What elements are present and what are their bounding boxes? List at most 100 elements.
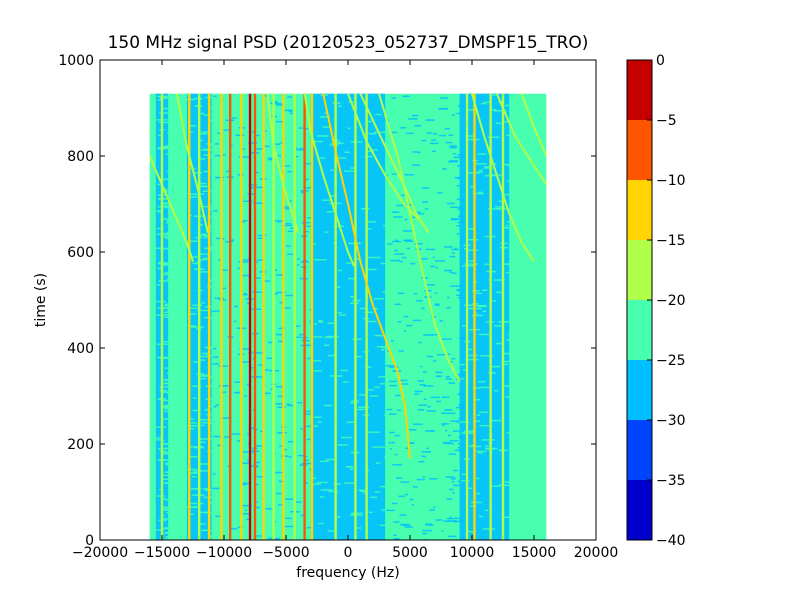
texture-streak — [382, 291, 394, 294]
texture-streak — [450, 478, 457, 480]
texture-streak — [162, 518, 175, 520]
texture-streak — [321, 199, 333, 201]
texture-streak — [233, 305, 238, 308]
texture-streak — [298, 333, 305, 336]
texture-streak — [208, 226, 217, 228]
texture-streak — [452, 430, 460, 432]
texture-streak — [194, 105, 201, 107]
texture-streak — [319, 460, 329, 463]
texture-streak — [461, 473, 467, 476]
texture-streak — [421, 451, 432, 453]
texture-streak — [481, 289, 488, 292]
texture-streak — [449, 412, 456, 415]
texture-streak — [246, 459, 250, 462]
texture-streak — [414, 390, 423, 393]
texture-streak — [501, 516, 512, 519]
texture-streak — [196, 309, 209, 312]
colorbar-segment — [627, 60, 652, 120]
texture-streak — [216, 237, 223, 240]
texture-streak — [473, 398, 480, 401]
texture-streak — [448, 535, 457, 538]
doppler-tracks — [149, 93, 547, 459]
texture-streak — [253, 535, 262, 537]
texture-streak — [430, 265, 436, 268]
texture-streak — [192, 304, 203, 307]
texture-streak — [491, 300, 496, 302]
texture-streak — [158, 280, 170, 282]
texture-streak — [404, 240, 414, 243]
texture-streak — [159, 389, 168, 392]
texture-streak — [161, 314, 169, 316]
texture-streak — [193, 361, 201, 363]
texture-streak — [483, 101, 491, 103]
x-axis-ticks: −20000 −15000 −10000 −5000 0 5000 10000 15000 20… — [72, 60, 618, 561]
texture-streak — [492, 163, 497, 165]
texture-streak — [485, 509, 489, 512]
texture-streak — [457, 177, 460, 180]
doppler-track — [303, 93, 356, 267]
texture-streak — [318, 320, 323, 322]
colorbar-tick-label: −35 — [656, 473, 686, 489]
texture-streak — [275, 403, 285, 405]
texture-streak — [396, 204, 405, 207]
texture-streak — [495, 122, 502, 125]
texture-streak — [350, 402, 358, 404]
texture-streak — [222, 391, 227, 393]
texture-streak — [313, 323, 318, 325]
texture-streak — [213, 473, 216, 475]
texture-streak — [342, 381, 349, 383]
texture-streak — [191, 422, 198, 424]
texture-streak — [488, 372, 497, 374]
texture-streak — [432, 256, 435, 259]
texture-streak — [304, 455, 308, 458]
texture-streak — [217, 132, 220, 134]
texture-streak — [270, 388, 274, 391]
texture-streak — [207, 450, 215, 453]
texture-streak — [201, 421, 214, 424]
texture-streak — [450, 206, 461, 209]
texture-streak — [164, 206, 171, 209]
texture-streak — [403, 315, 409, 318]
texture-streak — [285, 222, 292, 225]
texture-streak — [192, 256, 201, 258]
texture-streak — [164, 406, 171, 409]
texture-streak — [479, 515, 484, 518]
texture-streak — [448, 453, 457, 455]
texture-streak — [393, 534, 397, 537]
texture-streak — [255, 186, 265, 189]
texture-streak — [395, 394, 401, 397]
texture-streak — [424, 538, 427, 540]
texture-streak — [163, 452, 176, 454]
texture-streak — [212, 435, 222, 438]
carrier-line — [253, 93, 257, 540]
texture-streak — [505, 396, 518, 398]
texture-streak — [418, 341, 422, 344]
texture-streak — [435, 371, 443, 374]
texture-streak — [287, 230, 295, 233]
texture-streak — [493, 389, 499, 392]
texture-streak — [214, 154, 223, 157]
texture-streak — [412, 486, 418, 488]
texture-streak — [222, 237, 225, 240]
doppler-track — [149, 155, 194, 262]
texture-streak — [158, 112, 170, 114]
texture-streak — [418, 460, 425, 463]
texture-streak — [186, 98, 195, 101]
colorbar-tick-label: 0 — [656, 53, 665, 69]
texture-streak — [323, 344, 330, 347]
texture-streak — [435, 267, 438, 269]
texture-streak — [198, 359, 206, 361]
texture-streak — [288, 110, 292, 113]
carrier-line — [310, 93, 314, 540]
texture-streak — [425, 248, 436, 251]
texture-streak — [480, 355, 493, 357]
texture-streak — [193, 171, 203, 174]
texture-streak — [468, 530, 476, 533]
texture-streak — [208, 191, 214, 193]
texture-streak — [479, 386, 490, 389]
texture-streak — [305, 225, 314, 228]
texture-streak — [426, 132, 433, 134]
texture-streak — [198, 523, 206, 525]
texture-streak — [428, 524, 434, 526]
texture-streak — [493, 279, 505, 281]
